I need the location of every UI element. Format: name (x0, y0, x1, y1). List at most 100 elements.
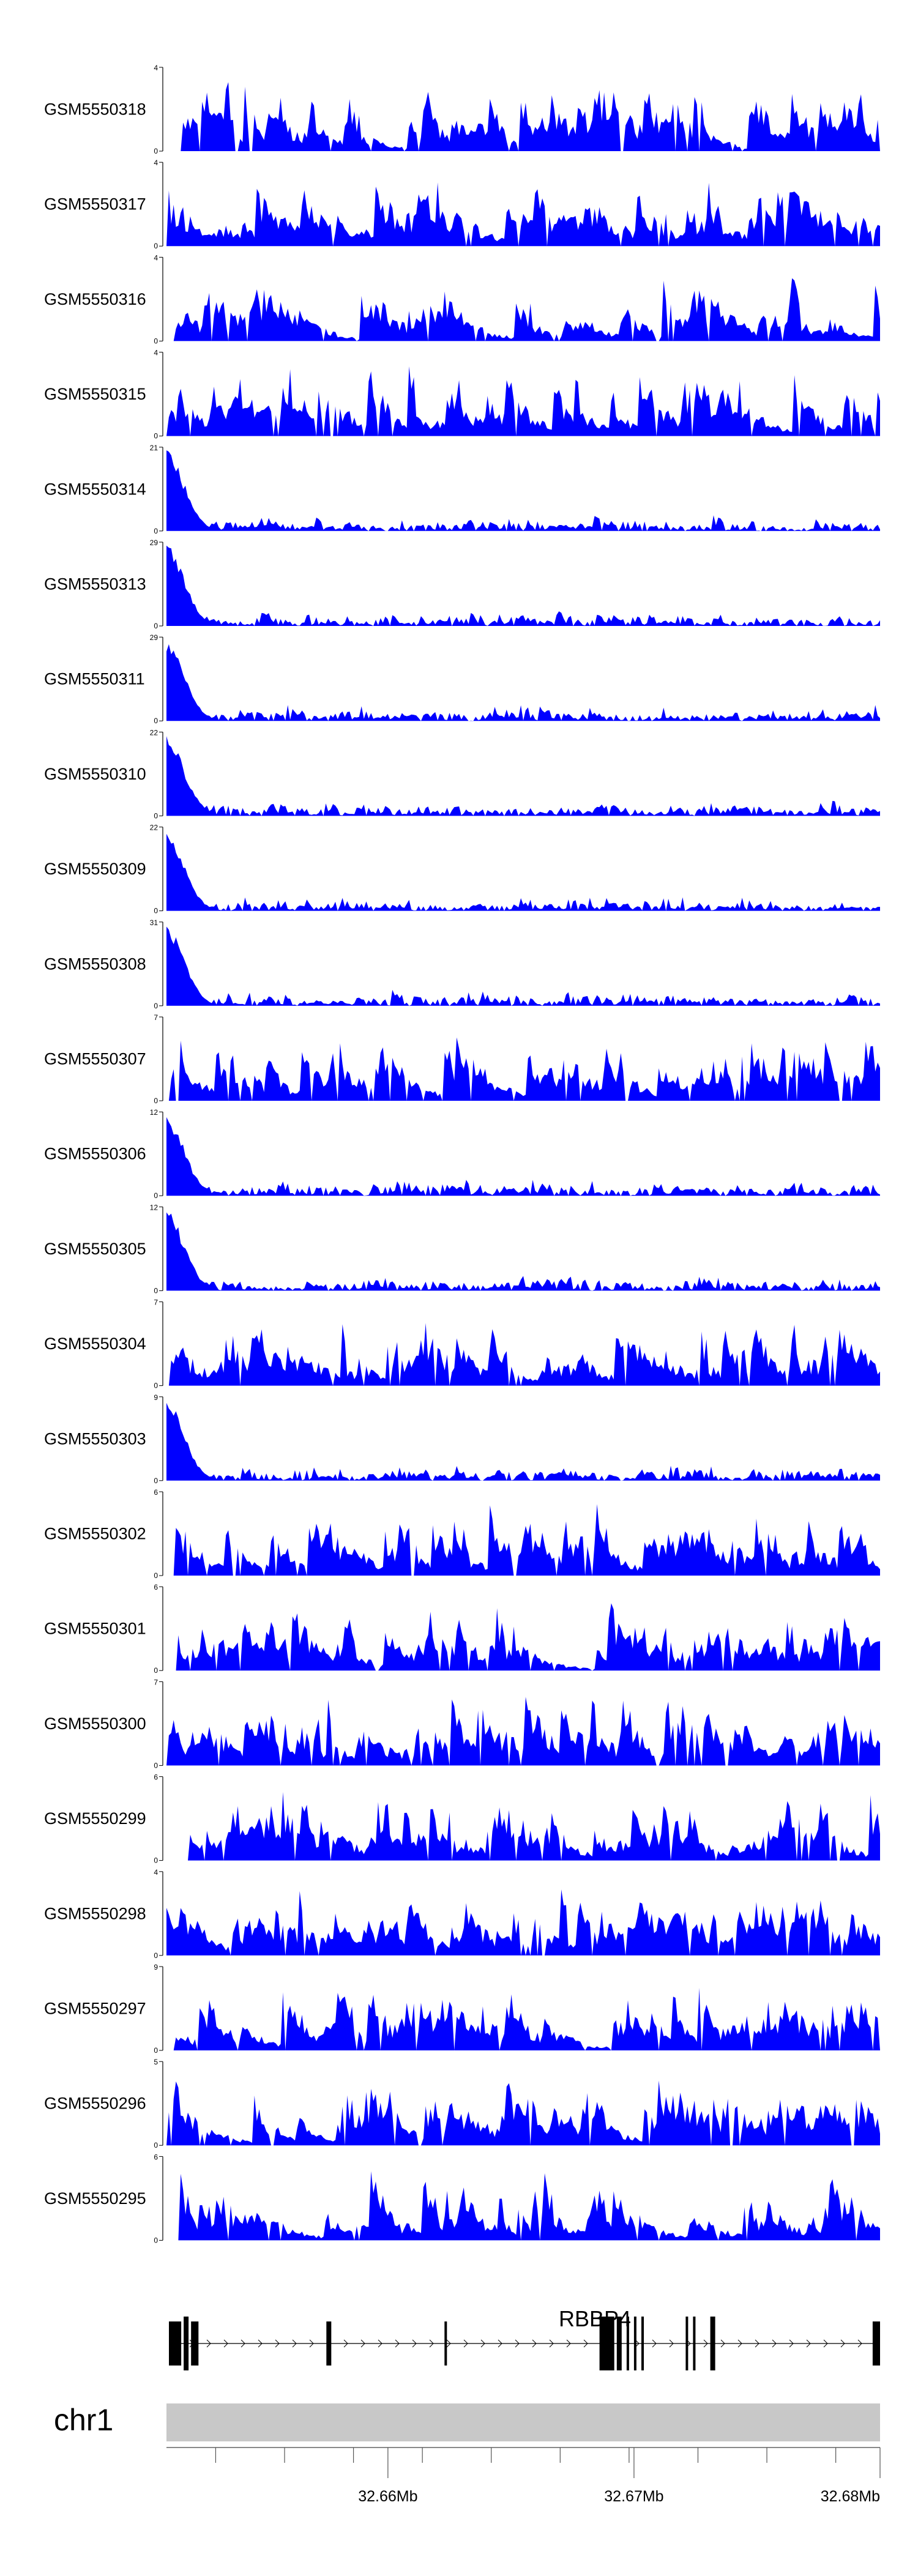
y-zero-label: 0 (154, 717, 158, 725)
axis-tick-label: 32.68Mb (821, 2488, 880, 2505)
y-zero-label: 0 (154, 527, 158, 535)
y-max-label: 4 (154, 1868, 158, 1877)
strand-arrow (703, 2339, 708, 2348)
coverage-area (166, 366, 880, 436)
track-label: GSM5550300 (44, 1714, 146, 1733)
gene-exon (599, 2317, 614, 2370)
strand-arrow (566, 2339, 571, 2348)
gene-exon (626, 2317, 629, 2370)
strand-arrow (498, 2339, 502, 2348)
y-max-label: 6 (154, 1583, 158, 1591)
coverage-area (166, 450, 880, 531)
y-zero-label: 0 (154, 1191, 158, 1200)
gene-exon (444, 2321, 447, 2366)
track-GSM5550303: GSM5550303 9 0 (44, 1393, 880, 1485)
chromosome-label: chr1 (54, 2403, 113, 2437)
y-zero-label: 0 (154, 2236, 158, 2244)
strand-arrow (669, 2339, 674, 2348)
track-GSM5550311: GSM5550311 29 0 (44, 633, 880, 725)
strand-arrow (806, 2339, 811, 2348)
track-GSM5550300: GSM5550300 7 0 (44, 1678, 880, 1770)
y-max-label: 7 (154, 1013, 158, 1022)
y-max-label: 9 (154, 1963, 158, 1971)
gene-exon (184, 2317, 189, 2370)
coverage-area (166, 1402, 880, 1481)
track-label: GSM5550317 (44, 195, 146, 214)
coverage-area (166, 1792, 880, 1861)
y-zero-label: 0 (154, 1476, 158, 1485)
strand-arrow (480, 2339, 485, 2348)
y-zero-label: 0 (154, 1666, 158, 1675)
track-GSM5550308: GSM5550308 31 0 (44, 918, 880, 1010)
gene-exon (693, 2317, 696, 2370)
coverage-area (166, 545, 880, 626)
gene-exon (633, 2317, 636, 2370)
y-zero-label: 0 (154, 1096, 158, 1105)
strand-arrow (755, 2339, 759, 2348)
coverage-tracks: GSM555031840GSM555031740GSM555031640GSM5… (44, 64, 880, 2244)
strand-arrow (789, 2339, 794, 2348)
gene-exon (685, 2317, 688, 2370)
track-GSM5550296: GSM5550296 5 0 (44, 2058, 880, 2150)
strand-arrow (446, 2339, 451, 2348)
coverage-area (166, 1117, 880, 1196)
coverage-area (166, 644, 880, 721)
y-zero-label: 0 (154, 907, 158, 915)
y-max-label: 29 (150, 538, 159, 547)
track-label: GSM5550296 (44, 2094, 146, 2113)
gene-exon (616, 2317, 622, 2370)
track-label: GSM5550318 (44, 100, 146, 119)
track-label: GSM5550295 (44, 2189, 146, 2208)
y-zero-label: 0 (154, 811, 158, 820)
track-label: GSM5550305 (44, 1240, 146, 1258)
y-max-label: 7 (154, 1678, 158, 1686)
track-GSM5550305: GSM5550305 12 0 (44, 1203, 880, 1295)
track-GSM5550318: GSM5550318 4 0 (44, 64, 880, 155)
strand-arrow (309, 2339, 314, 2348)
strand-arrow (737, 2339, 742, 2348)
y-max-label: 6 (154, 2153, 158, 2161)
track-label: GSM5550307 (44, 1050, 146, 1068)
y-max-label: 6 (154, 1773, 158, 1782)
strand-arrow (412, 2339, 417, 2348)
track-GSM5550314: GSM5550314 21 0 (44, 444, 880, 535)
strand-arrow (206, 2339, 211, 2348)
y-zero-label: 0 (154, 1382, 158, 1390)
coverage-area (166, 278, 880, 341)
y-max-label: 21 (150, 444, 159, 452)
y-zero-label: 0 (154, 1286, 158, 1295)
coverage-area (166, 2171, 880, 2241)
track-GSM5550310: GSM5550310 22 0 (44, 728, 880, 820)
track-label: GSM5550308 (44, 955, 146, 973)
track-label: GSM5550304 (44, 1335, 146, 1353)
coverage-area (166, 736, 880, 816)
track-label: GSM5550297 (44, 2000, 146, 2018)
strand-arrow (292, 2339, 297, 2348)
track-GSM5550307: GSM5550307 7 0 (44, 1013, 880, 1105)
y-max-label: 4 (154, 158, 158, 167)
strand-arrow (463, 2339, 468, 2348)
track-label: GSM5550315 (44, 385, 146, 403)
axis-tick-label: 32.67Mb (604, 2488, 663, 2505)
y-zero-label: 0 (154, 432, 158, 441)
y-zero-label: 0 (154, 1002, 158, 1010)
track-label: GSM5550303 (44, 1429, 146, 1448)
strand-arrow (378, 2339, 382, 2348)
strand-arrow (583, 2339, 588, 2348)
track-GSM5550309: GSM5550309 22 0 (44, 824, 880, 915)
coverage-area (166, 1037, 880, 1101)
coverage-area (166, 833, 880, 911)
strand-arrow (823, 2339, 828, 2348)
gene-exon (326, 2321, 332, 2366)
strand-arrow (515, 2339, 520, 2348)
y-max-label: 6 (154, 1488, 158, 1497)
strand-arrow (532, 2339, 537, 2348)
track-GSM5550316: GSM5550316 4 0 (44, 253, 880, 345)
y-zero-label: 0 (154, 1761, 158, 1770)
axis-tick-label: 32.66Mb (358, 2488, 417, 2505)
coverage-area (166, 1323, 880, 1386)
track-GSM5550313: GSM5550313 29 0 (44, 538, 880, 630)
track-GSM5550298: GSM5550298 4 0 (44, 1868, 880, 1960)
y-zero-label: 0 (154, 1856, 158, 1865)
